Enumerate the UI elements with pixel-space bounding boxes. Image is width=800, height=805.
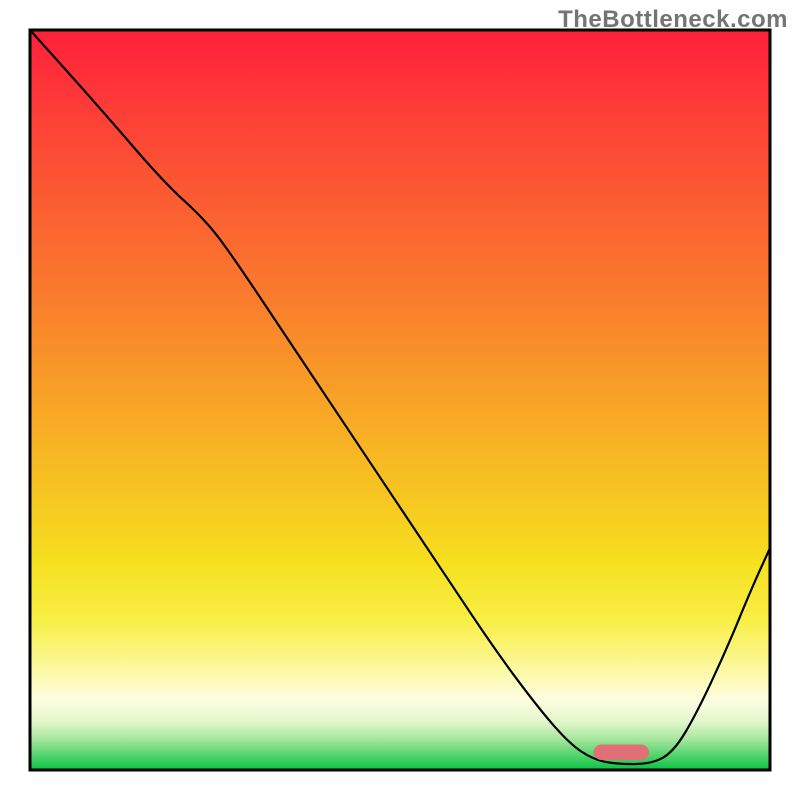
watermark-text: TheBottleneck.com xyxy=(558,6,788,34)
optimal-marker xyxy=(594,744,650,760)
chart-svg xyxy=(0,0,800,800)
bottleneck-chart xyxy=(0,0,800,800)
plot-background xyxy=(30,30,770,770)
